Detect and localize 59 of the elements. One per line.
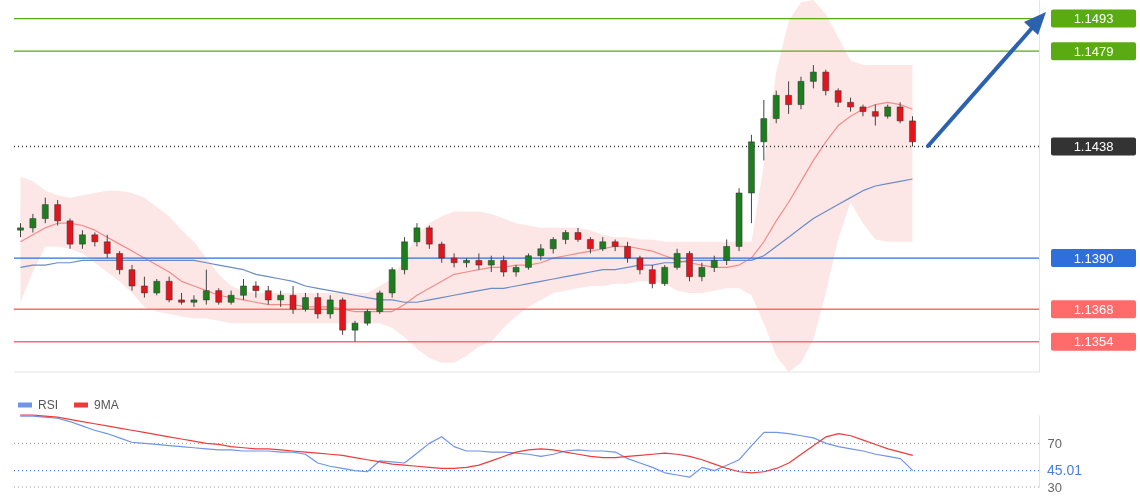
- candlestick: [190, 294, 198, 308]
- candlestick: [698, 262, 706, 282]
- y-tick-label: 70: [1047, 435, 1062, 451]
- candlestick: [872, 104, 879, 127]
- legend-label: 9MA: [94, 398, 119, 412]
- line-series: [19, 101, 914, 313]
- candlestick: [388, 266, 396, 299]
- line-series: [19, 178, 914, 303]
- candlestick: [165, 276, 173, 303]
- candlestick: [289, 285, 297, 315]
- candlestick: [834, 87, 842, 108]
- y-tick-label: 30: [1047, 479, 1062, 495]
- y-tick-label: 1.1390: [1073, 250, 1114, 266]
- candlestick: [772, 90, 780, 124]
- candlestick: [896, 101, 904, 124]
- candlestick: [649, 264, 656, 289]
- candlestick: [376, 290, 384, 315]
- candlestick: [624, 241, 631, 264]
- candlestick: [203, 269, 210, 306]
- y-tick-label: 1.1493: [1073, 11, 1114, 27]
- candlestick: [141, 276, 148, 299]
- y-tick-label: 1.1354: [1073, 334, 1114, 350]
- candlestick: [909, 115, 916, 147]
- candlestick: [302, 292, 309, 313]
- candlestick: [822, 69, 830, 96]
- candlestick: [54, 199, 61, 227]
- candlestick: [450, 252, 458, 268]
- candlestick: [42, 197, 49, 224]
- candlestick: [314, 292, 322, 320]
- y-tick-label: 1.1368: [1073, 301, 1114, 317]
- candlestick: [661, 264, 668, 287]
- candlestick: [413, 222, 421, 247]
- candlestick: [426, 225, 433, 250]
- candlestick: [636, 255, 644, 275]
- candlestick: [475, 252, 483, 271]
- candlestick: [797, 76, 805, 110]
- legend-label: RSI: [38, 398, 59, 412]
- candlestick: [240, 278, 247, 301]
- candlestick: [500, 255, 507, 278]
- candlestick: [128, 264, 136, 292]
- candlestick: [686, 250, 693, 282]
- candlestick: [79, 229, 86, 250]
- candlestick: [785, 80, 792, 115]
- ref-line-label: 45.01: [1047, 461, 1083, 478]
- candlestick: [116, 250, 123, 275]
- candlestick: [512, 264, 520, 278]
- candlestick: [252, 280, 260, 299]
- candlestick: [29, 213, 37, 233]
- candlestick: [810, 64, 817, 89]
- candlestick: [351, 320, 359, 343]
- candlestick: [673, 248, 681, 271]
- y-tick-label: 1.1479: [1073, 43, 1114, 59]
- y-tick-label: 1.1438: [1073, 138, 1114, 154]
- candlestick: [265, 285, 272, 306]
- candlestick: [723, 238, 730, 266]
- candlestick: [66, 218, 74, 250]
- candlestick: [438, 241, 445, 264]
- candlestick: [326, 294, 334, 320]
- candlestick: [103, 234, 111, 259]
